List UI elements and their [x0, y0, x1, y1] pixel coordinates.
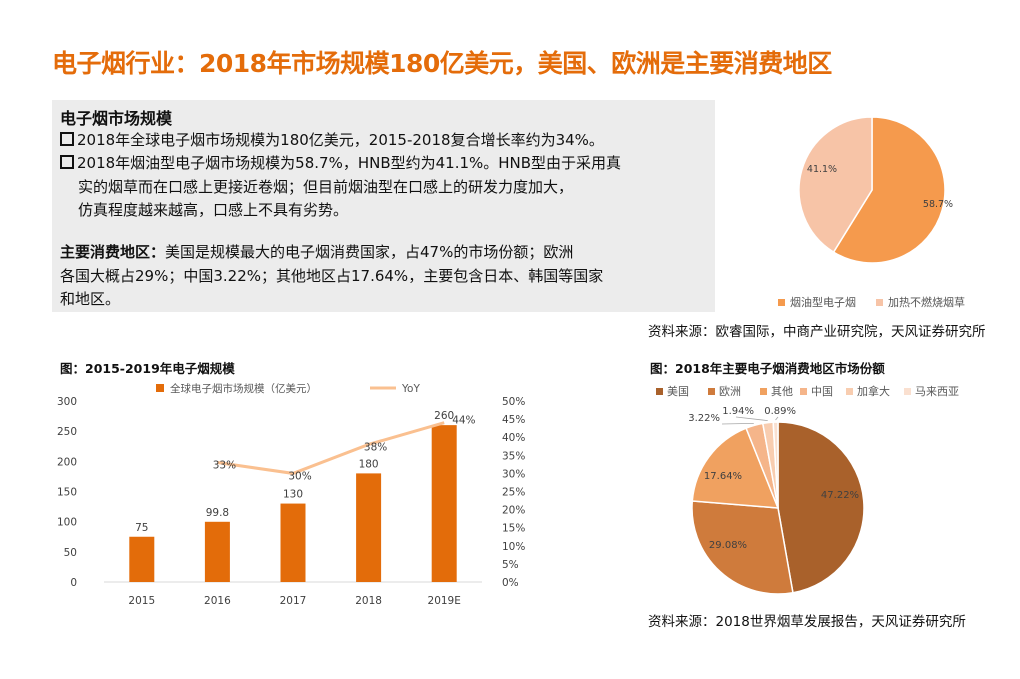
y-tick-label: 0 [70, 577, 77, 589]
square-bullet-icon [60, 155, 74, 169]
y-tick-label: 50 [64, 547, 77, 559]
bullet-2-text-line2: 实的烟草而在口感上更接近卷烟；但目前烟油型在口感上的研发力度加大， [78, 178, 574, 196]
legend-swatch [656, 388, 663, 395]
vapor-type-pie-chart: 58.7% 41.1% [798, 116, 953, 264]
bar [356, 473, 382, 582]
legend-swatch [760, 388, 767, 395]
bar [129, 536, 155, 582]
legend-swatch [708, 388, 715, 395]
square-bullet-icon [60, 132, 74, 146]
summary-textbox: 电子烟市场规模 2018年全球电子烟市场规模为180亿美元，2015-2018复… [52, 100, 715, 312]
bar [204, 521, 230, 582]
legend-label: 中国 [811, 385, 833, 398]
legend-label: 美国 [667, 385, 689, 398]
region-line-1: 主要消费地区：美国是规模最大的电子烟消费国家，占47%的市场份额；欧洲 [60, 241, 573, 262]
legend-label: YoY [401, 383, 420, 395]
legend-swatch [904, 388, 911, 395]
region-label: 主要消费地区： [60, 243, 166, 261]
legend-label: 加热不燃烧烟草 [888, 296, 965, 309]
pie-slice [772, 421, 779, 509]
leader-line [775, 416, 779, 421]
bar-data-label: 99.8 [206, 507, 229, 519]
y2-tick-label: 25% [502, 487, 525, 499]
legend-label: 全球电子烟市场规模（亿美元） [170, 382, 317, 395]
bullet-2: 2018年烟油型电子烟市场规模为58.7%，HNB型约为41.1%。HNB型由于… [60, 152, 621, 173]
legend-swatch [876, 299, 883, 306]
pie1-legend-1: 烟油型电子烟 [778, 294, 856, 310]
region-text-line2: 各国大概占29%；中国3.22%；其他地区占17.64%，主要包含日本、韩国等国… [60, 267, 604, 285]
y2-tick-label: 30% [502, 468, 525, 480]
legend-label: 马来西亚 [915, 385, 959, 398]
pie-data-label: 29.08% [709, 540, 747, 551]
region-text-line3: 和地区。 [60, 290, 121, 308]
page-title: 电子烟行业：2018年市场规模180亿美元，美国、欧洲是主要消费地区 [52, 49, 832, 78]
pie-data-label: 41.1% [807, 164, 837, 175]
y2-tick-label: 5% [502, 559, 519, 571]
legend-label: 加拿大 [857, 384, 890, 398]
legend-swatch [846, 388, 853, 395]
x-tick-label: 2015 [128, 595, 155, 607]
bar-chart-title: 图：2015-2019年电子烟规模 [60, 361, 235, 376]
region-pie-title: 图：2018年主要电子烟消费地区市场份额 [650, 361, 885, 376]
y2-tick-label: 10% [502, 541, 525, 553]
y-tick-label: 300 [57, 396, 77, 408]
pie-slice [691, 427, 780, 509]
region-text-line1: 美国是规模最大的电子烟消费国家，占47%的市场份额；欧洲 [165, 243, 574, 261]
legend-swatch [156, 384, 164, 392]
pie-data-label: 58.7% [923, 199, 953, 210]
summary-heading: 电子烟市场规模 [60, 109, 173, 128]
y2-tick-label: 40% [502, 432, 525, 444]
leader-line [735, 416, 768, 421]
pie1-legend-2: 加热不燃烧烟草 [876, 294, 965, 310]
y-tick-label: 250 [57, 426, 77, 438]
pie-data-label: 3.22% [688, 413, 720, 424]
x-tick-label: 2016 [204, 595, 231, 607]
source-bottom: 资料来源：2018世界烟草发展报告，天风证券研究所 [648, 614, 966, 630]
legend-swatch [778, 299, 785, 306]
bar [431, 425, 457, 582]
line-data-label: 30% [288, 470, 311, 482]
bullet-1-text: 2018年全球电子烟市场规模为180亿美元，2015-2018复合增长率约为34… [77, 131, 604, 149]
y-tick-label: 100 [57, 517, 77, 529]
pie-slice [777, 421, 865, 594]
legend-label: 其他 [771, 385, 793, 398]
bullet-2-text-line1: 2018年烟油型电子烟市场规模为58.7%，HNB型约为41.1%。HNB型由于… [77, 154, 622, 172]
pie-slice [798, 116, 873, 254]
line-data-label: 33% [213, 460, 236, 472]
y2-tick-label: 45% [502, 414, 525, 426]
pie-data-label: 0.89% [764, 406, 796, 417]
bar-data-label: 180 [359, 458, 379, 470]
pie-slice [832, 116, 946, 264]
y2-tick-label: 35% [502, 450, 525, 462]
source-top: 资料来源：欧睿国际，中商产业研究院，天风证券研究所 [648, 324, 986, 340]
leader-line [721, 423, 754, 425]
region-share-pie-chart: 47.22% 29.08% 17.64% 3.22%1.94% 0.89% 美国 欧洲 其他 中… [656, 384, 959, 595]
pie-data-label: 47.22% [821, 490, 859, 501]
line-data-label: 38% [364, 441, 387, 453]
x-tick-label: 2018 [355, 595, 382, 607]
bar-data-label: 75 [135, 522, 148, 534]
yoy-line [217, 421, 445, 475]
bar-data-label: 260 [434, 410, 454, 422]
y-tick-label: 200 [57, 456, 77, 468]
y2-tick-label: 0% [502, 577, 519, 589]
x-tick-label: 2017 [280, 595, 307, 607]
market-size-bar-chart: 0 50 100 150 200 250 300 0% 5% 10% 15% 20% 25% 30% 35%… [57, 382, 525, 607]
x-tick-label: 2019E [428, 595, 461, 607]
y2-tick-label: 15% [502, 523, 525, 535]
y2-tick-label: 50% [502, 396, 525, 408]
bullet-2-text-line3: 仿真程度越来越高，口感上不具有劣势。 [78, 201, 349, 219]
line-data-label: 44% [452, 415, 475, 427]
bar [280, 503, 306, 582]
legend-label: 欧洲 [719, 385, 741, 398]
pie-data-label: 17.64% [704, 471, 742, 482]
pie-slice [691, 500, 794, 595]
y2-tick-label: 20% [502, 505, 525, 517]
bullet-1: 2018年全球电子烟市场规模为180亿美元，2015-2018复合增长率约为34… [60, 129, 604, 150]
bar-data-label: 130 [283, 489, 303, 501]
pie-data-label: 1.94% [722, 406, 754, 417]
y-tick-label: 150 [57, 487, 77, 499]
legend-label: 烟油型电子烟 [790, 296, 856, 309]
legend-swatch [800, 388, 807, 395]
